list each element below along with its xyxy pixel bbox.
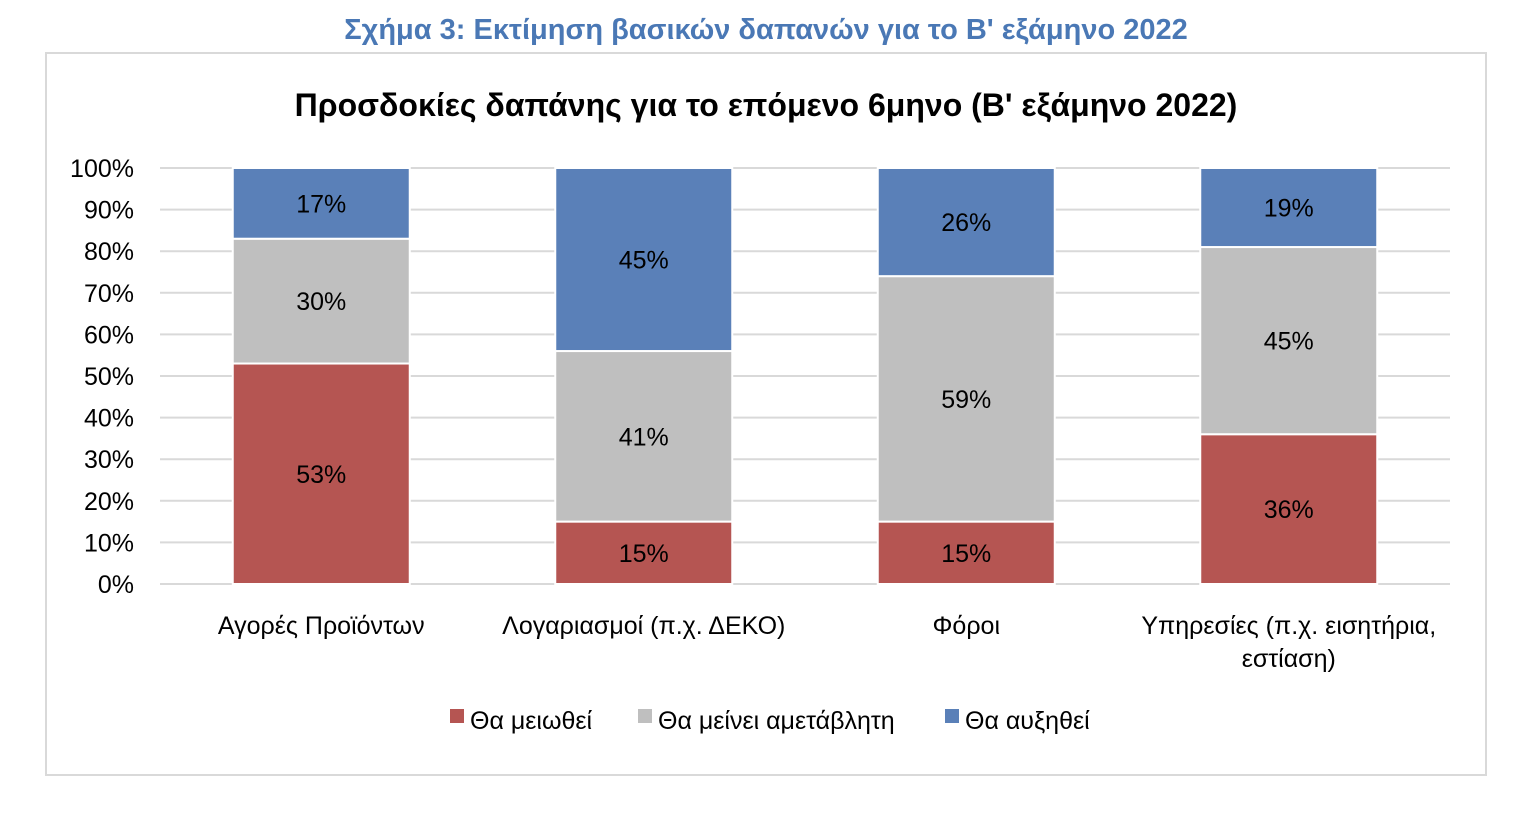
- bar-segment: [1199, 433, 1379, 585]
- y-tick-label: 0%: [98, 571, 134, 599]
- y-tick-label: 100%: [70, 155, 134, 183]
- y-tick-label: 30%: [84, 446, 134, 474]
- bar-segment: [554, 520, 734, 585]
- y-tick-label: 60%: [84, 321, 134, 349]
- data-label: 45%: [619, 247, 669, 275]
- figure-caption: Σχήμα 3: Εκτίμηση βασικών δαπανών για το…: [344, 14, 1188, 46]
- chart-title: Προσδοκίες δαπάνης για το επόμενο 6μηνο …: [295, 87, 1238, 123]
- legend-swatch: [450, 709, 464, 723]
- bar-segment: [231, 167, 411, 240]
- category-label: Αγορές Προϊόντων: [218, 612, 425, 640]
- legend-item: Θα μείνει αμετάβλητη: [638, 707, 895, 735]
- y-tick-label: 70%: [84, 280, 134, 308]
- bar-segment: [231, 237, 411, 365]
- legend-label: Θα αυξηθεί: [965, 707, 1090, 735]
- data-label: 30%: [296, 288, 346, 316]
- y-tick-label: 40%: [84, 405, 134, 433]
- y-tick-label: 10%: [84, 529, 134, 557]
- data-label: 15%: [619, 540, 669, 568]
- y-tick-label: 90%: [84, 197, 134, 225]
- data-label: 45%: [1264, 328, 1314, 356]
- data-label: 19%: [1264, 195, 1314, 223]
- data-label: 26%: [941, 209, 991, 237]
- y-tick-label: 50%: [84, 363, 134, 391]
- data-label: 17%: [296, 190, 346, 218]
- x-axis: Αγορές Προϊόντων Λογαριασμοί (π.χ. ΔΕΚΟ) Φ…: [218, 612, 1436, 673]
- category-label: Λογαριασμοί (π.χ. ΔΕΚΟ): [502, 612, 785, 640]
- category-label: Φόροι: [932, 612, 1000, 640]
- legend-label: Θα μείνει αμετάβλητη: [658, 707, 895, 735]
- bar-stack: 36% 45% 19%: [1199, 167, 1379, 585]
- category-label: Υπηρεσίες (π.χ. εισητήρια, εστίαση): [1141, 612, 1436, 673]
- bar-segment: [876, 275, 1056, 523]
- legend-swatch: [638, 709, 652, 723]
- bars: 53% 30% 17% 15% 41% 45% 15% 59% 26% 36% 45% 19%: [231, 167, 1379, 585]
- chart-frame: [45, 52, 1487, 776]
- bar-stack: 15% 41% 45%: [554, 167, 734, 585]
- y-tick-label: 80%: [84, 238, 134, 266]
- bar-stack: 15% 59% 26%: [876, 167, 1056, 585]
- data-label: 59%: [941, 386, 991, 414]
- legend-label: Θα μειωθεί: [470, 707, 593, 735]
- data-label: 41%: [619, 423, 669, 451]
- bar-segment: [554, 350, 734, 523]
- legend-item: Θα αυξηθεί: [945, 707, 1090, 735]
- y-axis: 0% 10% 20% 30% 40% 50% 60% 70% 80% 90% 100%: [70, 155, 134, 599]
- bar-segment: [554, 167, 734, 353]
- data-label: 36%: [1264, 496, 1314, 524]
- bar-segment: [231, 362, 411, 585]
- legend-swatch: [945, 709, 959, 723]
- legend-item: Θα μειωθεί: [450, 707, 593, 735]
- bar-segment: [876, 167, 1056, 278]
- legend: Θα μειωθεί Θα μείνει αμετάβλητη Θα αυξηθεί: [450, 707, 1090, 735]
- data-label: 53%: [296, 461, 346, 489]
- data-label: 15%: [941, 540, 991, 568]
- y-tick-label: 20%: [84, 488, 134, 516]
- bar-stack: 53% 30% 17%: [231, 167, 411, 585]
- bar-segment: [1199, 246, 1379, 436]
- bar-segment: [1199, 167, 1379, 249]
